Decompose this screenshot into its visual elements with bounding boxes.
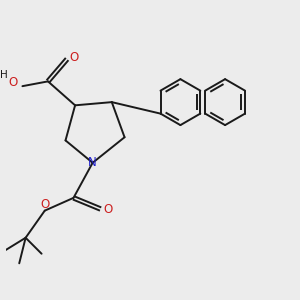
Text: O: O: [40, 198, 50, 212]
Text: O: O: [9, 76, 18, 89]
Text: O: O: [70, 51, 79, 64]
Text: O: O: [103, 202, 112, 215]
Text: N: N: [88, 156, 97, 169]
Text: H: H: [0, 70, 8, 80]
